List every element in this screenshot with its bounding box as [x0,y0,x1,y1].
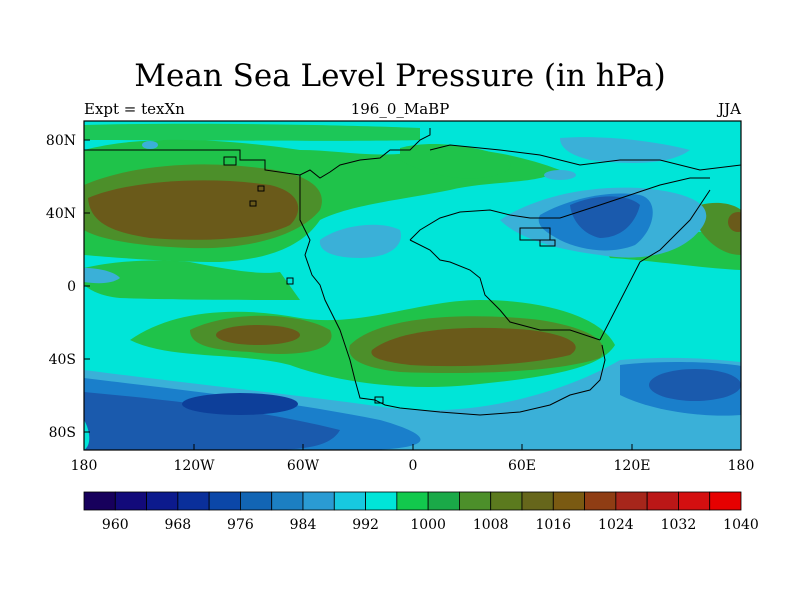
colorbar-box [521,491,554,511]
inland-sea [519,227,551,241]
colorbar-box [365,491,398,511]
southern-low-center [182,393,298,415]
island-d [286,277,294,285]
west-pacific-low [84,268,120,284]
island-e [374,396,384,404]
arctic-green-lobe [400,144,511,179]
period-label: 196_0_MaBP [350,100,450,118]
colorbar-box [459,491,492,511]
south-pacific-high-core [216,325,300,345]
coastline-americas-antarctica [299,175,606,416]
south-atlantic-high-core [371,327,576,367]
y-tick-40s: 40S [49,352,76,368]
siberian-low [560,137,690,163]
pressure-field [84,121,741,450]
x-tick-60w: 60W [287,458,320,474]
x-tick-60e: 60E [508,458,536,474]
colorbar-box [615,491,648,511]
colorbar-box [646,491,679,511]
island-c [249,200,257,207]
colorbar-label: 1000 [410,517,446,533]
y-tick-80s: 80S [49,425,76,441]
coastlines [84,128,741,416]
colorbar-label: 1008 [473,517,509,533]
x-tick-180w: 180 [71,458,98,474]
colorbar-labels: 960 968 976 984 992 1000 1008 1016 1024 1032 1040 [102,517,759,533]
colorbar-box [709,491,742,511]
colorbar-box [83,491,116,511]
southwest-edge [84,420,90,450]
y-tick-0: 0 [67,279,76,295]
colorbar-box [427,491,460,511]
colorbar-label: 992 [352,517,379,533]
colorbar-box [208,491,241,511]
y-tick-40n: 40N [46,206,76,222]
x-tick-180e: 180 [728,458,755,474]
colorbar-label: 960 [102,517,129,533]
island-a [223,156,237,166]
coastline-asia-east [599,189,711,341]
x-tick-0: 0 [409,458,418,474]
small-low-a [544,170,576,180]
colorbar-box [240,491,273,511]
southern-low-core [84,392,340,450]
north-atlantic-low [319,224,401,258]
season-label: JJA [718,100,741,118]
island-b [257,185,265,192]
equatorial-band-west [84,260,300,300]
x-tick-120e: 120E [614,458,651,474]
colorbar-box [584,491,617,511]
colorbar-label: 1016 [535,517,571,533]
northeast-high-core [728,212,741,232]
colorbar-box [302,491,335,511]
southeast-low-core [649,369,741,401]
colorbar-label: 984 [290,517,317,533]
colorbar-box [114,491,147,511]
small-low-b [572,144,592,156]
y-tick-labels: 80N 40N 0 40S 80S [46,133,76,441]
colorbar [83,491,742,511]
y-tick-80n: 80N [46,133,76,149]
asian-low-core [570,196,640,238]
colorbar-label: 1032 [661,517,697,533]
chart-title: Mean Sea Level Pressure (in hPa) [134,58,666,94]
x-tick-labels: 180 120W 60W 0 60E 120E 180 [71,458,755,474]
colorbar-label: 968 [164,517,191,533]
colorbar-box [490,491,523,511]
colorbar-box [396,491,429,511]
inland-sea-b [539,239,556,247]
x-tick-120w: 120W [173,458,215,474]
coastline-eurasia [409,177,710,241]
axis-ticks [83,139,742,450]
coastline-arctic [429,144,741,171]
colorbar-box [177,491,210,511]
colorbar-label: 976 [227,517,254,533]
arctic-band [84,123,420,141]
coastline-africa [409,239,601,341]
colorbar-box [552,491,585,511]
colorbar-box [333,491,366,511]
small-low-c [142,141,158,149]
colorbar-box [271,491,304,511]
colorbar-box [678,491,711,511]
north-pacific-high-core [88,180,299,240]
colorbar-box [146,491,179,511]
colorbar-label: 1040 [723,517,759,533]
experiment-label: Expt = texXn [84,100,185,118]
colorbar-label: 1024 [598,517,634,533]
coastline-north-america [84,128,431,179]
